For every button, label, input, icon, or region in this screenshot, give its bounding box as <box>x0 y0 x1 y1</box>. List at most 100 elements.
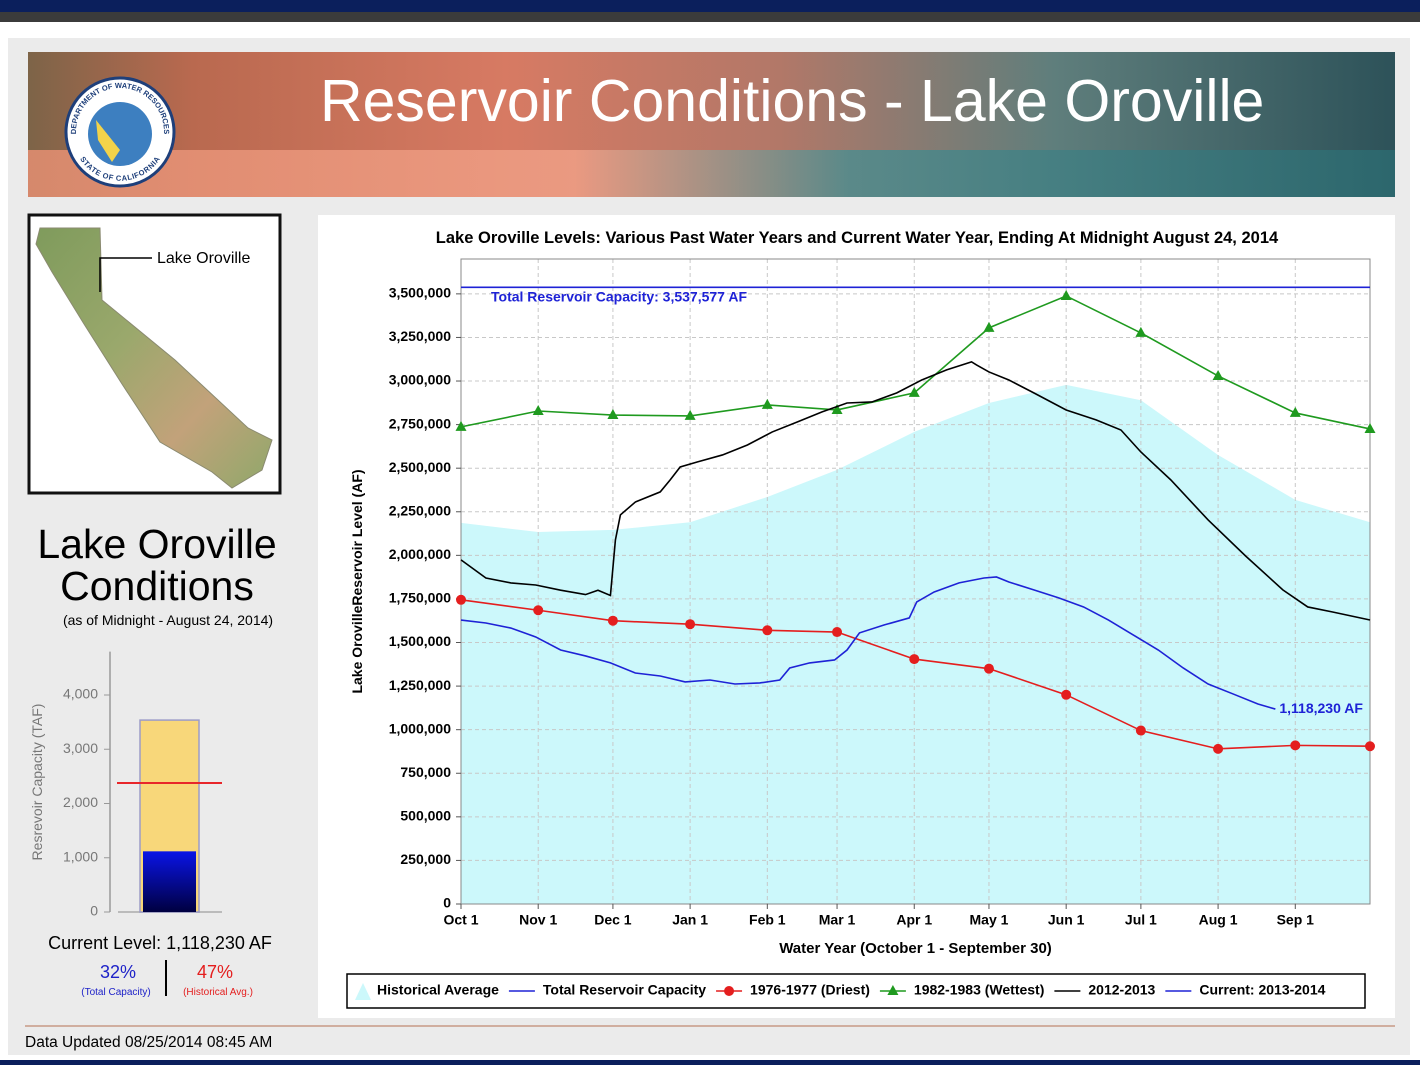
main-chart: Lake Oroville Levels: Various Past Water… <box>346 229 1376 1009</box>
y-tick-label: 500,000 <box>400 808 451 824</box>
pct-average: 47% <box>197 962 233 982</box>
marker <box>1213 743 1224 754</box>
california <box>35 227 273 489</box>
line <box>460 360 1371 621</box>
y-tick-label: 1,000 <box>63 848 98 864</box>
seal-inner <box>88 102 152 166</box>
y-tick-label: 4,000 <box>63 686 98 702</box>
y-tick-label: 2,250,000 <box>389 502 451 518</box>
line <box>460 576 1276 710</box>
marker <box>983 663 994 674</box>
marker <box>761 398 773 409</box>
x-axis-label: Water Year (October 1 - September 30) <box>779 940 1052 957</box>
legend-swatch <box>355 983 371 1000</box>
marker <box>455 420 467 431</box>
legend-box <box>346 973 1366 1009</box>
legend-label: 1976-1977 (Driest) <box>750 982 870 998</box>
y-tick-label: 1,000,000 <box>389 720 451 736</box>
marker <box>684 409 696 420</box>
annotation: 1,118,230 AF <box>1279 700 1363 716</box>
top-bar <box>0 0 1420 12</box>
legend-label: Current: 2013-2014 <box>1199 982 1325 998</box>
seal-state <box>96 120 120 162</box>
banner-title: Reservoir Conditions - Lake Oroville <box>320 68 1264 134</box>
bottom-bar <box>0 1060 1420 1065</box>
y-tick-label: 750,000 <box>400 764 451 780</box>
legend-label: Historical Average <box>377 982 499 998</box>
x-tick-label: Feb 1 <box>749 912 786 928</box>
y-tick-label: 1,750,000 <box>389 590 451 606</box>
conditions: Lake Oroville Conditions (as of Midnight… <box>37 521 276 998</box>
marker <box>1060 289 1072 300</box>
y-tick-label: 0 <box>90 903 98 919</box>
x-tick-label: Mar 1 <box>819 912 856 928</box>
area <box>461 384 1370 904</box>
y-tick-label: 3,000 <box>63 740 98 756</box>
legend-label: 2012-2013 <box>1088 982 1155 998</box>
legend-swatch <box>887 985 899 995</box>
x-tick-label: May 1 <box>970 912 1009 928</box>
map-label: Lake Oroville <box>157 250 250 267</box>
updated: Data Updated 08/25/2014 08:45 AM <box>25 1034 272 1051</box>
pct-capacity-label: (Total Capacity) <box>81 987 150 998</box>
marker <box>1212 369 1224 380</box>
legend-swatch <box>724 986 735 996</box>
y-axis-label: Resrevoir Capacity (TAF) <box>29 704 45 861</box>
marker <box>831 403 843 414</box>
marker <box>1365 741 1375 752</box>
legend-label: Total Reservoir Capacity <box>543 982 706 998</box>
conditions-title: Lake Oroville <box>37 521 276 567</box>
marker <box>908 386 920 397</box>
top-band <box>0 12 1420 22</box>
marker <box>1289 406 1301 417</box>
y-tick-label: 2,000 <box>63 794 98 810</box>
marker <box>1135 725 1146 736</box>
banner: DEPARTMENT OF WATER RESOURCES STATE OF C… <box>28 52 1395 197</box>
marker <box>1135 326 1147 337</box>
bar <box>143 851 196 912</box>
chart-title: Lake Oroville Levels: Various Past Water… <box>436 229 1279 247</box>
x-tick-label: Sep 1 <box>1277 912 1315 928</box>
x-tick-label: Nov 1 <box>519 912 557 928</box>
x-tick-label: Jun 1 <box>1048 912 1085 928</box>
y-tick-label: 0 <box>443 895 451 911</box>
y-axis-label: Lake OrovilleReservoir Level (AF) <box>349 469 365 693</box>
level-chart: 0 1,000 2,000 3,000 4,000 Resrevoir Capacity … <box>29 651 222 919</box>
y-tick-label: 250,000 <box>400 851 451 867</box>
plot-frame <box>460 258 1371 905</box>
banner-water <box>28 150 1395 197</box>
legend: Historical Average Total Reservoir Capaci… <box>346 973 1366 1009</box>
y-tick-label: 2,000,000 <box>389 546 451 562</box>
marker <box>456 594 466 605</box>
marker <box>1364 422 1376 433</box>
marker <box>685 619 696 630</box>
as-of: (as of Midnight - August 24, 2014) <box>63 612 273 628</box>
y-tick-label: 3,250,000 <box>389 328 451 344</box>
legend-label: 1982-1983 (Wettest) <box>914 982 1044 998</box>
map: Lake Oroville <box>27 213 282 495</box>
x-tick-label: Apr 1 <box>896 912 932 928</box>
y-tick-label: 3,000,000 <box>389 372 451 388</box>
x-tick-label: Oct 1 <box>443 912 478 928</box>
marker <box>762 625 773 636</box>
marker <box>832 627 843 638</box>
pct-average-label: (Historical Avg.) <box>183 987 253 998</box>
x-tick-label: Jul 1 <box>1125 912 1157 928</box>
marker <box>1290 740 1301 751</box>
y-tick-label: 1,500,000 <box>389 633 451 649</box>
y-tick-label: 2,500,000 <box>389 459 451 475</box>
x-tick-label: Dec 1 <box>594 912 632 928</box>
x-tick-label: Aug 1 <box>1199 912 1238 928</box>
map-leader <box>99 257 152 292</box>
marker <box>532 405 544 416</box>
marker <box>533 605 544 616</box>
marker <box>983 321 995 332</box>
x-tick-label: Jan 1 <box>672 912 708 928</box>
pct-capacity: 32% <box>100 962 136 982</box>
marker <box>607 409 619 420</box>
y-tick-label: 3,500,000 <box>389 285 451 301</box>
marker <box>1061 689 1072 700</box>
y-tick-label: 1,250,000 <box>389 677 451 693</box>
current-level: Current Level: 1,118,230 AF <box>48 933 272 953</box>
